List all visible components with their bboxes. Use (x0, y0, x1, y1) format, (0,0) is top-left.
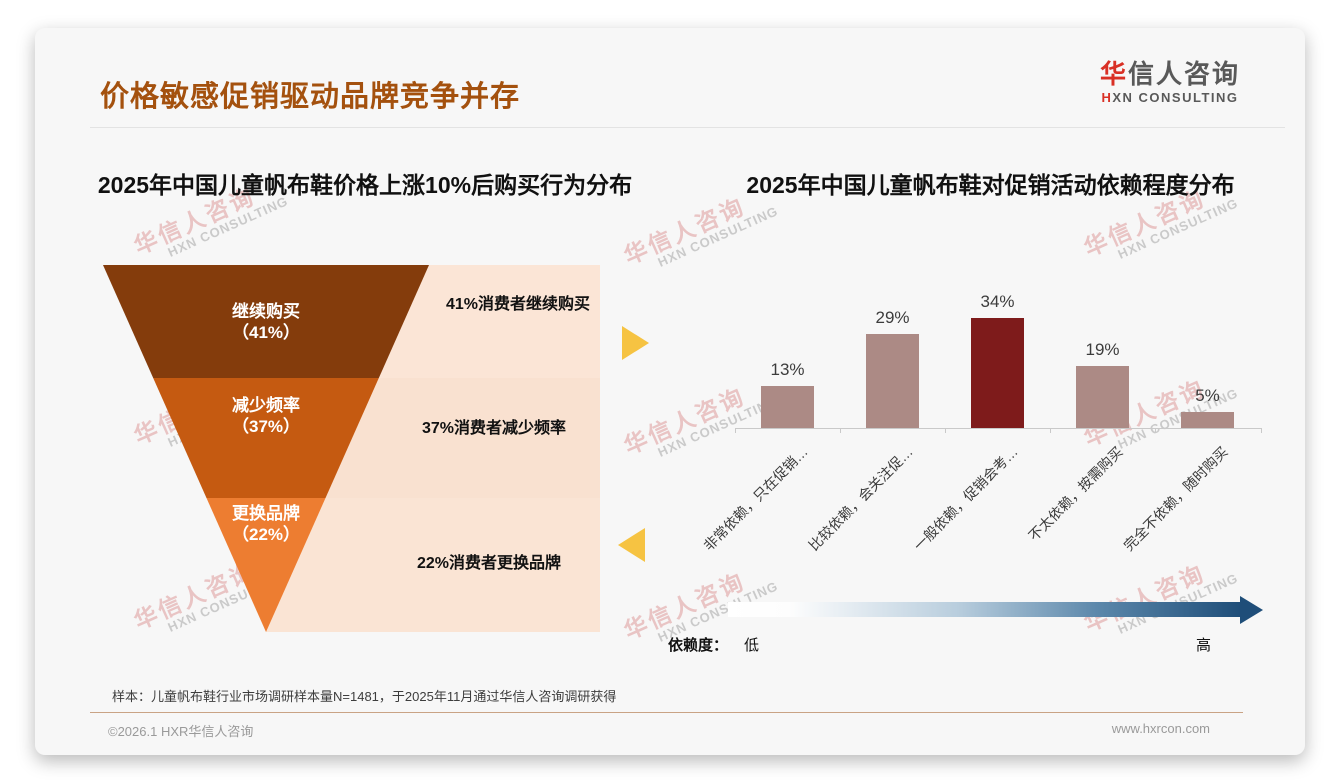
slide-card: 华信人咨询 HXN CONSULTING 华信人咨询 HXN CONSULTIN… (35, 28, 1305, 755)
footer-divider (90, 712, 1243, 713)
funnel-label-1: 继续购买 （41%） (231, 302, 301, 343)
title-divider (90, 127, 1285, 128)
footer-copyright: ©2026.1 HXR华信人咨询 (108, 724, 254, 739)
bar-group: 13% 29% 34% 19% 5% (735, 292, 1262, 428)
dependency-gradient-arrow (728, 602, 1240, 617)
bar-value-label: 5% (1195, 386, 1220, 405)
axis-tick (1261, 429, 1262, 433)
annotation-band-3 (266, 498, 600, 632)
dependency-gradient-arrowhead (1240, 596, 1263, 624)
funnel-annotation-3: 22%消费者更换品牌 (416, 555, 562, 572)
sample-note: 样本：儿童帆布鞋行业市场调研样本量N=1481，于2025年11月通过华信人咨询… (112, 689, 617, 704)
bar (971, 318, 1024, 428)
footer-website: www.hxrcon.com (1111, 721, 1210, 736)
bar-slot: 13% (735, 313, 840, 428)
x-axis-label: 非常依赖，只在促销… (699, 443, 811, 554)
bar-slot: 5% (1155, 313, 1260, 428)
x-axis (735, 428, 1262, 433)
dependency-legend-low: 低 (744, 637, 760, 654)
bar (866, 334, 919, 428)
logo-english-text: HXN CONSULTING (1101, 89, 1239, 105)
x-axis-label: 完全不依赖，随时购买 (1119, 443, 1231, 554)
annotation-band-2 (325, 378, 600, 498)
bar-slot: 29% (840, 308, 945, 428)
x-axis-label: 一般依赖，促销会考… (909, 443, 1021, 554)
bar-slot: 34% (945, 292, 1050, 428)
right-arrow-marker (622, 326, 649, 360)
funnel-label-3: 更换品牌 （22%） (231, 504, 301, 545)
x-axis-label: 不太依赖，按需购买 (1024, 443, 1126, 544)
company-logo: 华信人咨询 HXN CONSULTING (1100, 60, 1240, 105)
bar-chart-title: 2025年中国儿童帆布鞋对促销活动依赖程度分布 (746, 172, 1235, 198)
bar-value-label: 13% (770, 360, 805, 379)
funnel-segment-1 (103, 265, 429, 378)
bar (1181, 412, 1234, 428)
dependency-legend-title: 依赖度： (668, 637, 729, 654)
funnel-label-2: 减少频率 （37%） (231, 396, 301, 437)
axis-tick (1050, 429, 1051, 433)
bar-value-label: 19% (1085, 340, 1120, 359)
axis-tick (1155, 429, 1156, 433)
x-axis-label: 比较依赖，会关注促… (804, 443, 916, 554)
funnel-annotation-1: 41%消费者继续购买 (445, 296, 591, 313)
axis-tick (945, 429, 946, 433)
bar-slot: 19% (1050, 313, 1155, 428)
dependency-legend-high: 高 (1196, 637, 1212, 654)
bar (761, 386, 814, 428)
x-labels: 非常依赖，只在促销… 比较依赖，会关注促… 一般依赖，促销会考… 不太依赖，按需购买完… (700, 442, 1262, 582)
axis-tick (840, 429, 841, 433)
funnel-chart-title: 2025年中国儿童帆布鞋价格上涨10%后购买行为分布 (97, 172, 633, 198)
logo-chinese-text: 华信人咨询 (1099, 59, 1240, 89)
funnel-annotation-2: 37%消费者减少频率 (421, 420, 567, 437)
bar-value-label: 29% (875, 308, 910, 327)
page-title: 价格敏感促销驱动品牌竞争并存 (100, 81, 521, 113)
axis-tick (735, 429, 736, 433)
left-arrow-marker (618, 528, 645, 562)
bar-value-label: 34% (980, 292, 1015, 311)
bar (1076, 366, 1129, 428)
